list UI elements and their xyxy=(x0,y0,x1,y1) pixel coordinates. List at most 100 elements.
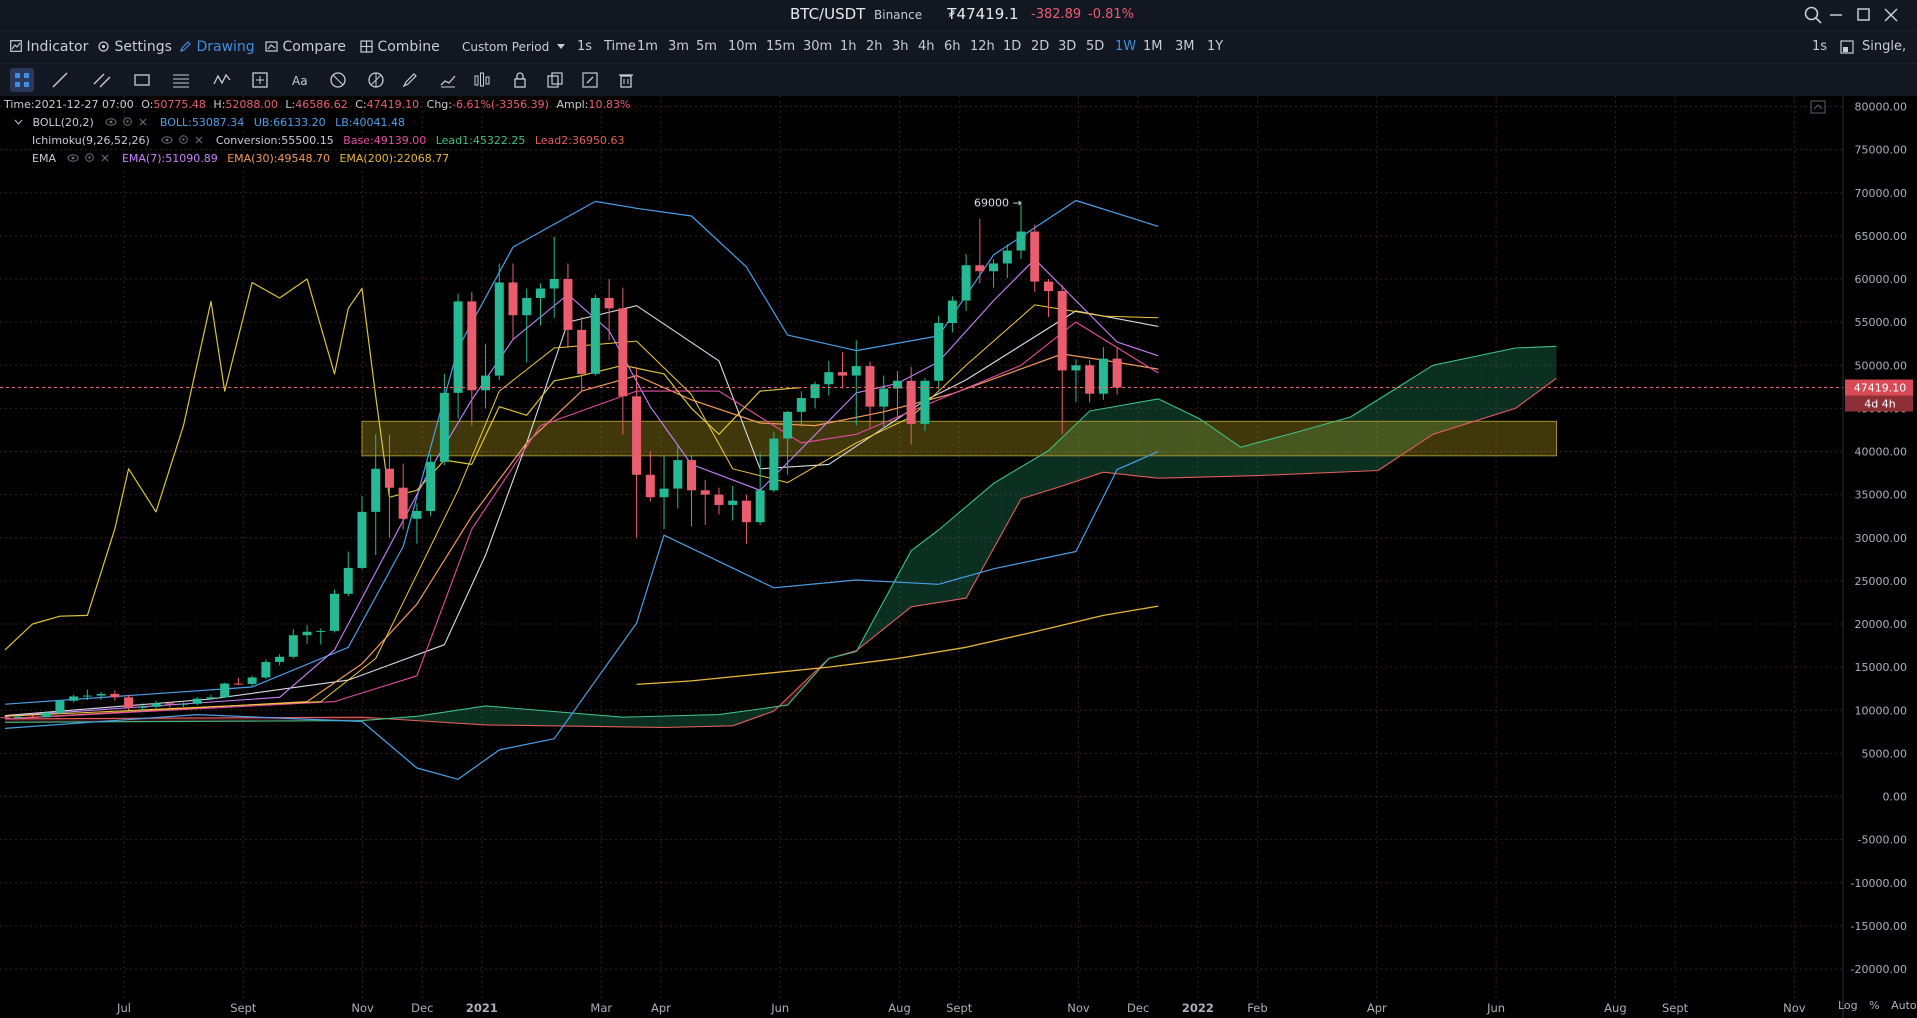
pencil-icon xyxy=(180,41,191,52)
ichimoku-cloud-segment xyxy=(1501,348,1516,413)
candle-down xyxy=(110,693,120,698)
timeframe-time[interactable]: Time xyxy=(604,39,636,54)
auto-button[interactable]: Auto xyxy=(1891,999,1917,1012)
amplitude-value: 10.83% xyxy=(588,98,631,111)
candle-down xyxy=(632,396,642,475)
close-icon[interactable] xyxy=(1881,5,1901,25)
timeframe-1w[interactable]: 1W xyxy=(1115,39,1137,54)
timeframe-5d[interactable]: 5D xyxy=(1086,39,1105,54)
timeframe-2d[interactable]: 2D xyxy=(1031,39,1050,54)
timeframe-15m[interactable]: 15m xyxy=(766,39,796,54)
combine-button[interactable]: Combine xyxy=(360,38,440,56)
gann-tool[interactable] xyxy=(364,68,388,92)
symbol-label[interactable]: BTC/USDT xyxy=(790,5,866,23)
gear-icon[interactable] xyxy=(122,116,133,127)
drawing-button[interactable]: Drawing xyxy=(179,38,255,56)
ruler-tool[interactable] xyxy=(436,68,460,92)
right-interval[interactable]: 1s xyxy=(1812,39,1828,54)
timeframe-2h[interactable]: 2h xyxy=(866,39,883,54)
bars-pattern-tool[interactable] xyxy=(470,68,494,92)
timeframe-10m[interactable]: 10m xyxy=(728,39,758,54)
ichimoku-cloud-segment xyxy=(1364,399,1378,472)
change-value: -6.61%(-3356.39) xyxy=(451,98,549,111)
log-button[interactable]: Log xyxy=(1838,999,1858,1012)
timeframe-4h[interactable]: 4h xyxy=(918,39,935,54)
ichimoku-cloud-segment xyxy=(622,716,637,728)
timeframe-6h[interactable]: 6h xyxy=(944,39,961,54)
trend-line-tool[interactable] xyxy=(48,68,72,92)
timeframe-1y[interactable]: 1Y xyxy=(1207,39,1224,54)
timeframe-1m[interactable]: 1M xyxy=(1143,39,1163,54)
x-tick-label: Jun xyxy=(770,1001,789,1015)
eye-icon[interactable] xyxy=(67,153,79,163)
x-tick-label: Sept xyxy=(1662,1001,1689,1015)
price-chart[interactable]: 80000.00 75000.00 70000.00 65000.00 60000.00… xyxy=(0,96,1917,1018)
indicator-button[interactable]: Indicator xyxy=(10,38,88,56)
edit-tool[interactable] xyxy=(578,68,602,92)
close-icon[interactable] xyxy=(194,135,204,145)
y-tick-label: 20000.00 xyxy=(1855,618,1908,631)
timeframe-12h[interactable]: 12h xyxy=(970,39,995,54)
timeframe-1h[interactable]: 1h xyxy=(840,39,857,54)
minimize-icon[interactable] xyxy=(1826,5,1846,25)
ichimoku-cloud-segment xyxy=(1048,437,1063,491)
lock-tool[interactable] xyxy=(508,68,532,92)
settings-button[interactable]: Settings xyxy=(97,38,172,56)
candle-up xyxy=(1002,250,1012,264)
layout-icon[interactable] xyxy=(1840,40,1854,54)
chart-area[interactable]: 80000.00 75000.00 70000.00 65000.00 60000.00… xyxy=(0,96,1917,1018)
ichimoku-cloud-segment xyxy=(1172,405,1186,478)
gear-icon[interactable] xyxy=(84,152,95,163)
close-icon[interactable] xyxy=(138,117,148,127)
timeframe-1s[interactable]: 1s xyxy=(577,39,593,54)
custom-period-dropdown[interactable]: Custom Period xyxy=(462,39,566,55)
x-tick-label: Nov xyxy=(1067,1001,1090,1015)
parallel-lines-tool[interactable] xyxy=(90,68,114,92)
close-icon[interactable] xyxy=(100,153,110,163)
ichimoku-cloud-segment xyxy=(1405,373,1420,453)
ichimoku-cloud-segment xyxy=(1075,410,1090,482)
ichimoku-cloud-segment xyxy=(252,717,266,722)
timeframe-30m[interactable]: 30m xyxy=(803,39,833,54)
ichimoku-cloud-segment xyxy=(169,718,184,722)
ichimoku-cloud-segment xyxy=(471,705,486,725)
percent-button[interactable]: % xyxy=(1869,999,1880,1012)
high-value: 52088.00 xyxy=(225,98,278,111)
eye-icon[interactable] xyxy=(105,117,117,127)
candle-down xyxy=(645,474,655,498)
gear-icon[interactable] xyxy=(178,134,189,145)
clone-tool[interactable] xyxy=(543,68,567,92)
timeframe-3h[interactable]: 3h xyxy=(892,39,909,54)
candle-down xyxy=(906,380,916,424)
wave-tool[interactable] xyxy=(210,68,234,92)
timeframe-5m[interactable]: 5m xyxy=(696,39,717,54)
timeframe-3m[interactable]: 3m xyxy=(668,39,689,54)
brush-tool[interactable] xyxy=(398,68,422,92)
search-icon[interactable] xyxy=(1803,5,1823,25)
fullscreen-icon[interactable] xyxy=(1810,100,1826,114)
high-label: H: xyxy=(213,98,226,111)
timeframe-1d[interactable]: 1D xyxy=(1003,39,1022,54)
candle-down xyxy=(1112,358,1122,388)
candle-up xyxy=(549,279,559,289)
fib-tool[interactable] xyxy=(169,68,193,92)
text-tool[interactable]: Aa xyxy=(288,68,312,92)
pattern-icon xyxy=(330,72,346,88)
ichimoku-cloud-segment xyxy=(897,550,912,618)
maximize-icon[interactable] xyxy=(1854,5,1874,25)
rectangle-tool[interactable] xyxy=(130,68,154,92)
ichimoku-cloud-segment xyxy=(1460,356,1475,426)
delete-tool[interactable] xyxy=(614,68,638,92)
timeframe-3m[interactable]: 3M xyxy=(1175,39,1195,54)
eye-icon[interactable] xyxy=(161,135,173,145)
layout-mode[interactable]: Single, xyxy=(1862,39,1907,54)
pattern-tool[interactable] xyxy=(326,68,350,92)
x-tick-label: Sept xyxy=(230,1001,257,1015)
ichimoku-cloud-segment xyxy=(5,718,19,723)
compare-button[interactable]: Compare xyxy=(265,38,346,56)
measure-tool[interactable] xyxy=(248,68,272,92)
timeframe-3d[interactable]: 3D xyxy=(1058,39,1077,54)
crosshair-tool[interactable] xyxy=(10,68,34,92)
timeframe-1m[interactable]: 1m xyxy=(637,39,658,54)
collapse-icon[interactable] xyxy=(14,118,23,126)
